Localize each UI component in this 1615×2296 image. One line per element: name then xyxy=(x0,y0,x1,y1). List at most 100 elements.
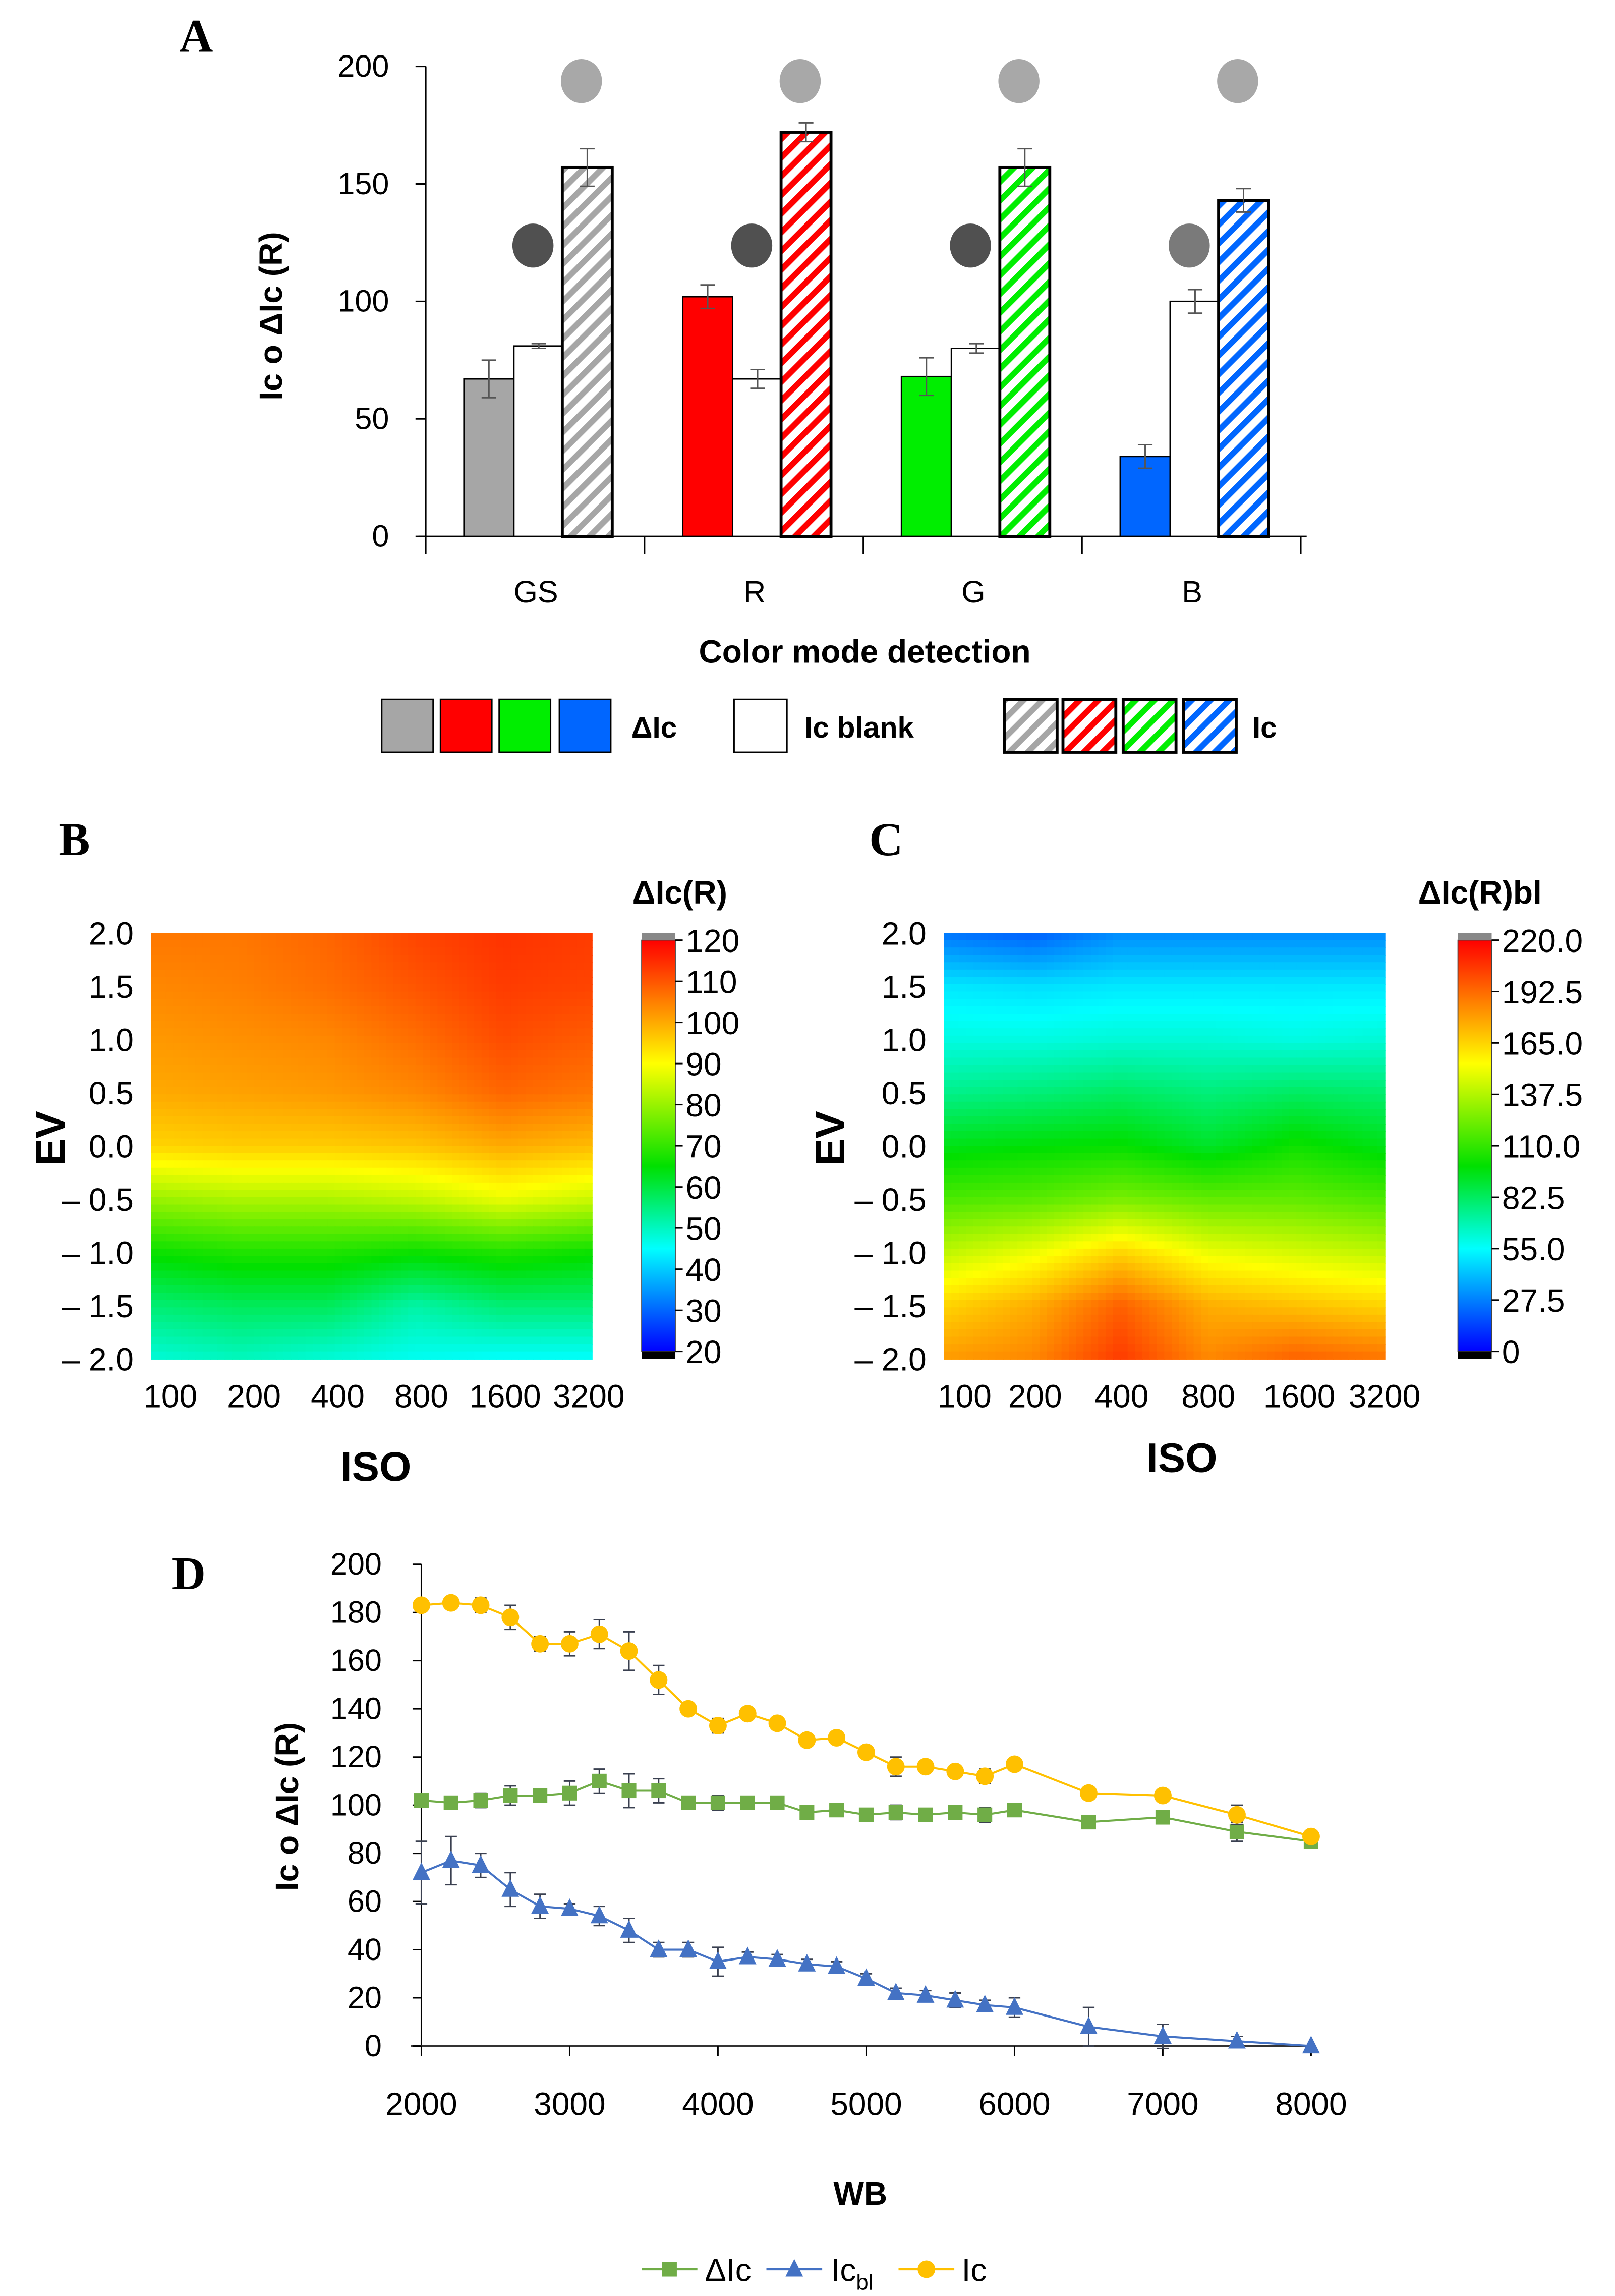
heatmap-cell xyxy=(254,1116,262,1125)
heatmap-cell xyxy=(165,1146,175,1154)
colorbar-tick-label: 90 xyxy=(685,1046,721,1082)
heatmap-cell xyxy=(467,1028,475,1037)
heatmap-cell xyxy=(1069,1080,1077,1088)
heatmap-cell xyxy=(576,1182,586,1191)
heatmap-cell xyxy=(393,1278,402,1286)
heatmap-cell xyxy=(1061,1057,1070,1066)
heatmap-cell xyxy=(533,947,541,956)
heatmap-cell xyxy=(467,1175,475,1184)
heatmap-cell xyxy=(342,1182,351,1191)
heatmap-cell xyxy=(1333,1087,1342,1095)
heatmap-cell xyxy=(489,1146,497,1154)
heatmap-cell xyxy=(342,1234,351,1243)
heatmap-cell xyxy=(569,1131,578,1140)
heatmap-cell xyxy=(195,940,204,948)
heatmap-cell xyxy=(261,1285,270,1294)
heatmap-cell xyxy=(1054,962,1063,971)
heatmap-cell xyxy=(1296,1094,1305,1103)
heatmap-cell xyxy=(1245,1043,1253,1051)
heatmap-cell xyxy=(1223,1087,1232,1095)
heatmap-cell xyxy=(268,1197,277,1206)
heatmap-cell xyxy=(1032,933,1041,941)
heatmap-cell xyxy=(291,1146,299,1154)
heatmap-cell xyxy=(327,1248,336,1257)
heatmap-cell xyxy=(268,1278,277,1286)
heatmap-cell xyxy=(254,1146,262,1154)
heatmap-cell xyxy=(1355,933,1364,941)
heatmap-cell xyxy=(445,1307,453,1316)
heatmap-cell xyxy=(305,1072,314,1081)
heatmap-cell xyxy=(547,1300,556,1309)
heatmap-cell xyxy=(342,1336,351,1345)
heatmap-cell xyxy=(151,1219,160,1227)
heatmap-cell xyxy=(1010,1087,1019,1095)
heatmap-cell xyxy=(1186,1035,1195,1044)
heatmap-cell xyxy=(181,1028,189,1037)
heatmap-cell xyxy=(467,1197,475,1206)
heatmap-cell xyxy=(988,991,997,1000)
heatmap-cell xyxy=(1017,962,1026,971)
heatmap-cell xyxy=(386,1256,394,1264)
heatmap-cell xyxy=(408,1153,417,1161)
heatmap-cell xyxy=(181,991,189,1000)
heatmap-cell xyxy=(547,1057,556,1066)
heatmap-cell xyxy=(430,1138,439,1147)
heatmap-cell xyxy=(467,1314,475,1323)
heatmap-cell xyxy=(1003,1021,1011,1030)
heatmap-cell xyxy=(342,1167,351,1177)
heatmap-cell xyxy=(217,1028,226,1037)
heatmap-cell xyxy=(503,1087,512,1095)
heatmap-cell xyxy=(1362,1065,1371,1074)
heatmap-cell xyxy=(393,1080,402,1088)
heatmap-cell xyxy=(467,1021,475,1030)
heatmap-cell xyxy=(158,1314,167,1323)
heatmap-cell xyxy=(357,1256,365,1264)
heatmap-cell xyxy=(1193,1080,1202,1088)
heatmap-cell xyxy=(181,1248,189,1257)
heatmap-cell xyxy=(430,1109,439,1117)
heatmap-cell xyxy=(1083,1021,1092,1030)
heatmap-cell xyxy=(958,991,967,1000)
heatmap-cell xyxy=(1340,991,1349,1000)
heatmap-cell xyxy=(400,1204,409,1213)
heatmap-cell xyxy=(1245,1080,1253,1088)
heatmap-cell xyxy=(430,1116,439,1125)
heatmap-cell xyxy=(393,999,402,1007)
heatmap-cell xyxy=(569,1124,578,1132)
heatmap-cell xyxy=(305,1197,314,1206)
heatmap-cell xyxy=(562,1065,571,1074)
heatmap-cell xyxy=(481,1314,490,1323)
heatmap-cell xyxy=(393,1212,402,1220)
heatmap-cell xyxy=(165,1116,175,1125)
heatmap-cell xyxy=(239,969,248,978)
heatmap-cell xyxy=(1164,977,1173,985)
heatmap-cell xyxy=(1296,977,1305,985)
heatmap-cell xyxy=(364,1167,373,1177)
heatmap-cell xyxy=(1369,991,1378,1000)
heatmap-cell xyxy=(518,1226,527,1235)
heatmap-cell xyxy=(1296,1072,1305,1081)
heatmap-cell xyxy=(364,1021,373,1030)
heatmap-cell xyxy=(400,1087,409,1095)
heatmap-cell xyxy=(1061,1080,1070,1088)
heatmap-cell xyxy=(481,1344,490,1353)
heatmap-cell xyxy=(540,1329,549,1338)
heatmap-cell xyxy=(334,1293,343,1301)
heatmap-cell xyxy=(224,1094,233,1103)
heatmap-cell xyxy=(1303,969,1312,978)
heatmap-cell xyxy=(533,1270,541,1279)
heatmap-cell xyxy=(1171,991,1180,1000)
bar-ic-blank-g xyxy=(950,348,1002,537)
heatmap-cell xyxy=(1171,969,1180,978)
heatmap-cell xyxy=(202,1285,211,1294)
heatmap-cell xyxy=(386,1160,394,1169)
heatmap-cell xyxy=(1201,940,1209,948)
heatmap-cell xyxy=(510,1278,520,1286)
heatmap-cell xyxy=(357,1329,365,1338)
heatmap-cell xyxy=(151,1234,160,1243)
heatmap-cell xyxy=(239,940,248,948)
heatmap-cell xyxy=(547,1336,556,1345)
heatmap-cell xyxy=(423,1234,431,1243)
heatmap-cell xyxy=(1010,1080,1019,1088)
heatmap-cell xyxy=(210,947,218,956)
